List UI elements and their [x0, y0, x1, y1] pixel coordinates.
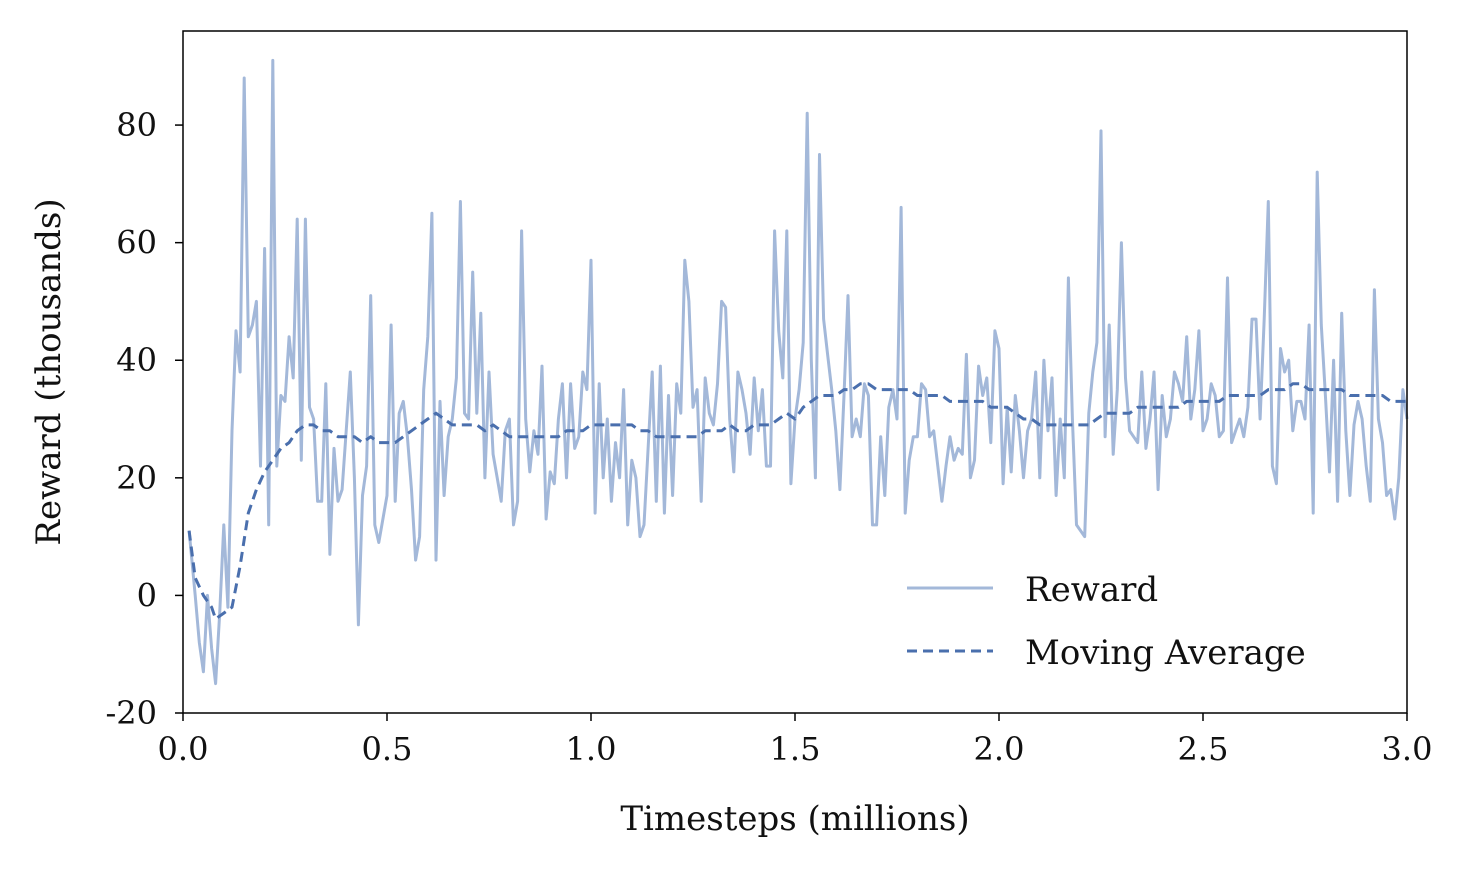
- x-axis-title: Timesteps (millions): [620, 799, 969, 839]
- y-tick-label: 60: [116, 224, 157, 262]
- legend-label-moving-average: Moving Average: [1025, 633, 1306, 673]
- series-layer: [187, 58, 1409, 686]
- legend: Reward Moving Average: [907, 570, 1306, 673]
- x-tick-label: 2.5: [1178, 730, 1229, 768]
- x-tick-label: 0.5: [362, 730, 413, 768]
- x-tick-label: 0.0: [158, 730, 209, 768]
- series-line-moving-average: [187, 382, 1407, 621]
- y-tick-label: 20: [116, 459, 157, 497]
- x-tick-label: 2.0: [974, 730, 1025, 768]
- y-tick-label: -20: [105, 694, 157, 732]
- y-tick-label: 80: [116, 106, 157, 144]
- x-tick-label: 1.5: [770, 730, 821, 768]
- y-axis-title: Reward (thousands): [29, 198, 69, 545]
- series-line-reward: [187, 58, 1409, 686]
- y-tick-label: 40: [116, 341, 157, 379]
- legend-label-reward: Reward: [1025, 570, 1158, 610]
- y-tick-label: 0: [137, 576, 157, 614]
- x-tick-label: 1.0: [566, 730, 617, 768]
- y-axis-ticks: -20 0 20 40 60 80: [105, 106, 183, 732]
- x-axis-ticks: 0.0 0.5 1.0 1.5 2.0 2.5 3.0: [158, 713, 1433, 768]
- x-tick-label: 3.0: [1382, 730, 1433, 768]
- plot-frame: [182, 30, 1408, 714]
